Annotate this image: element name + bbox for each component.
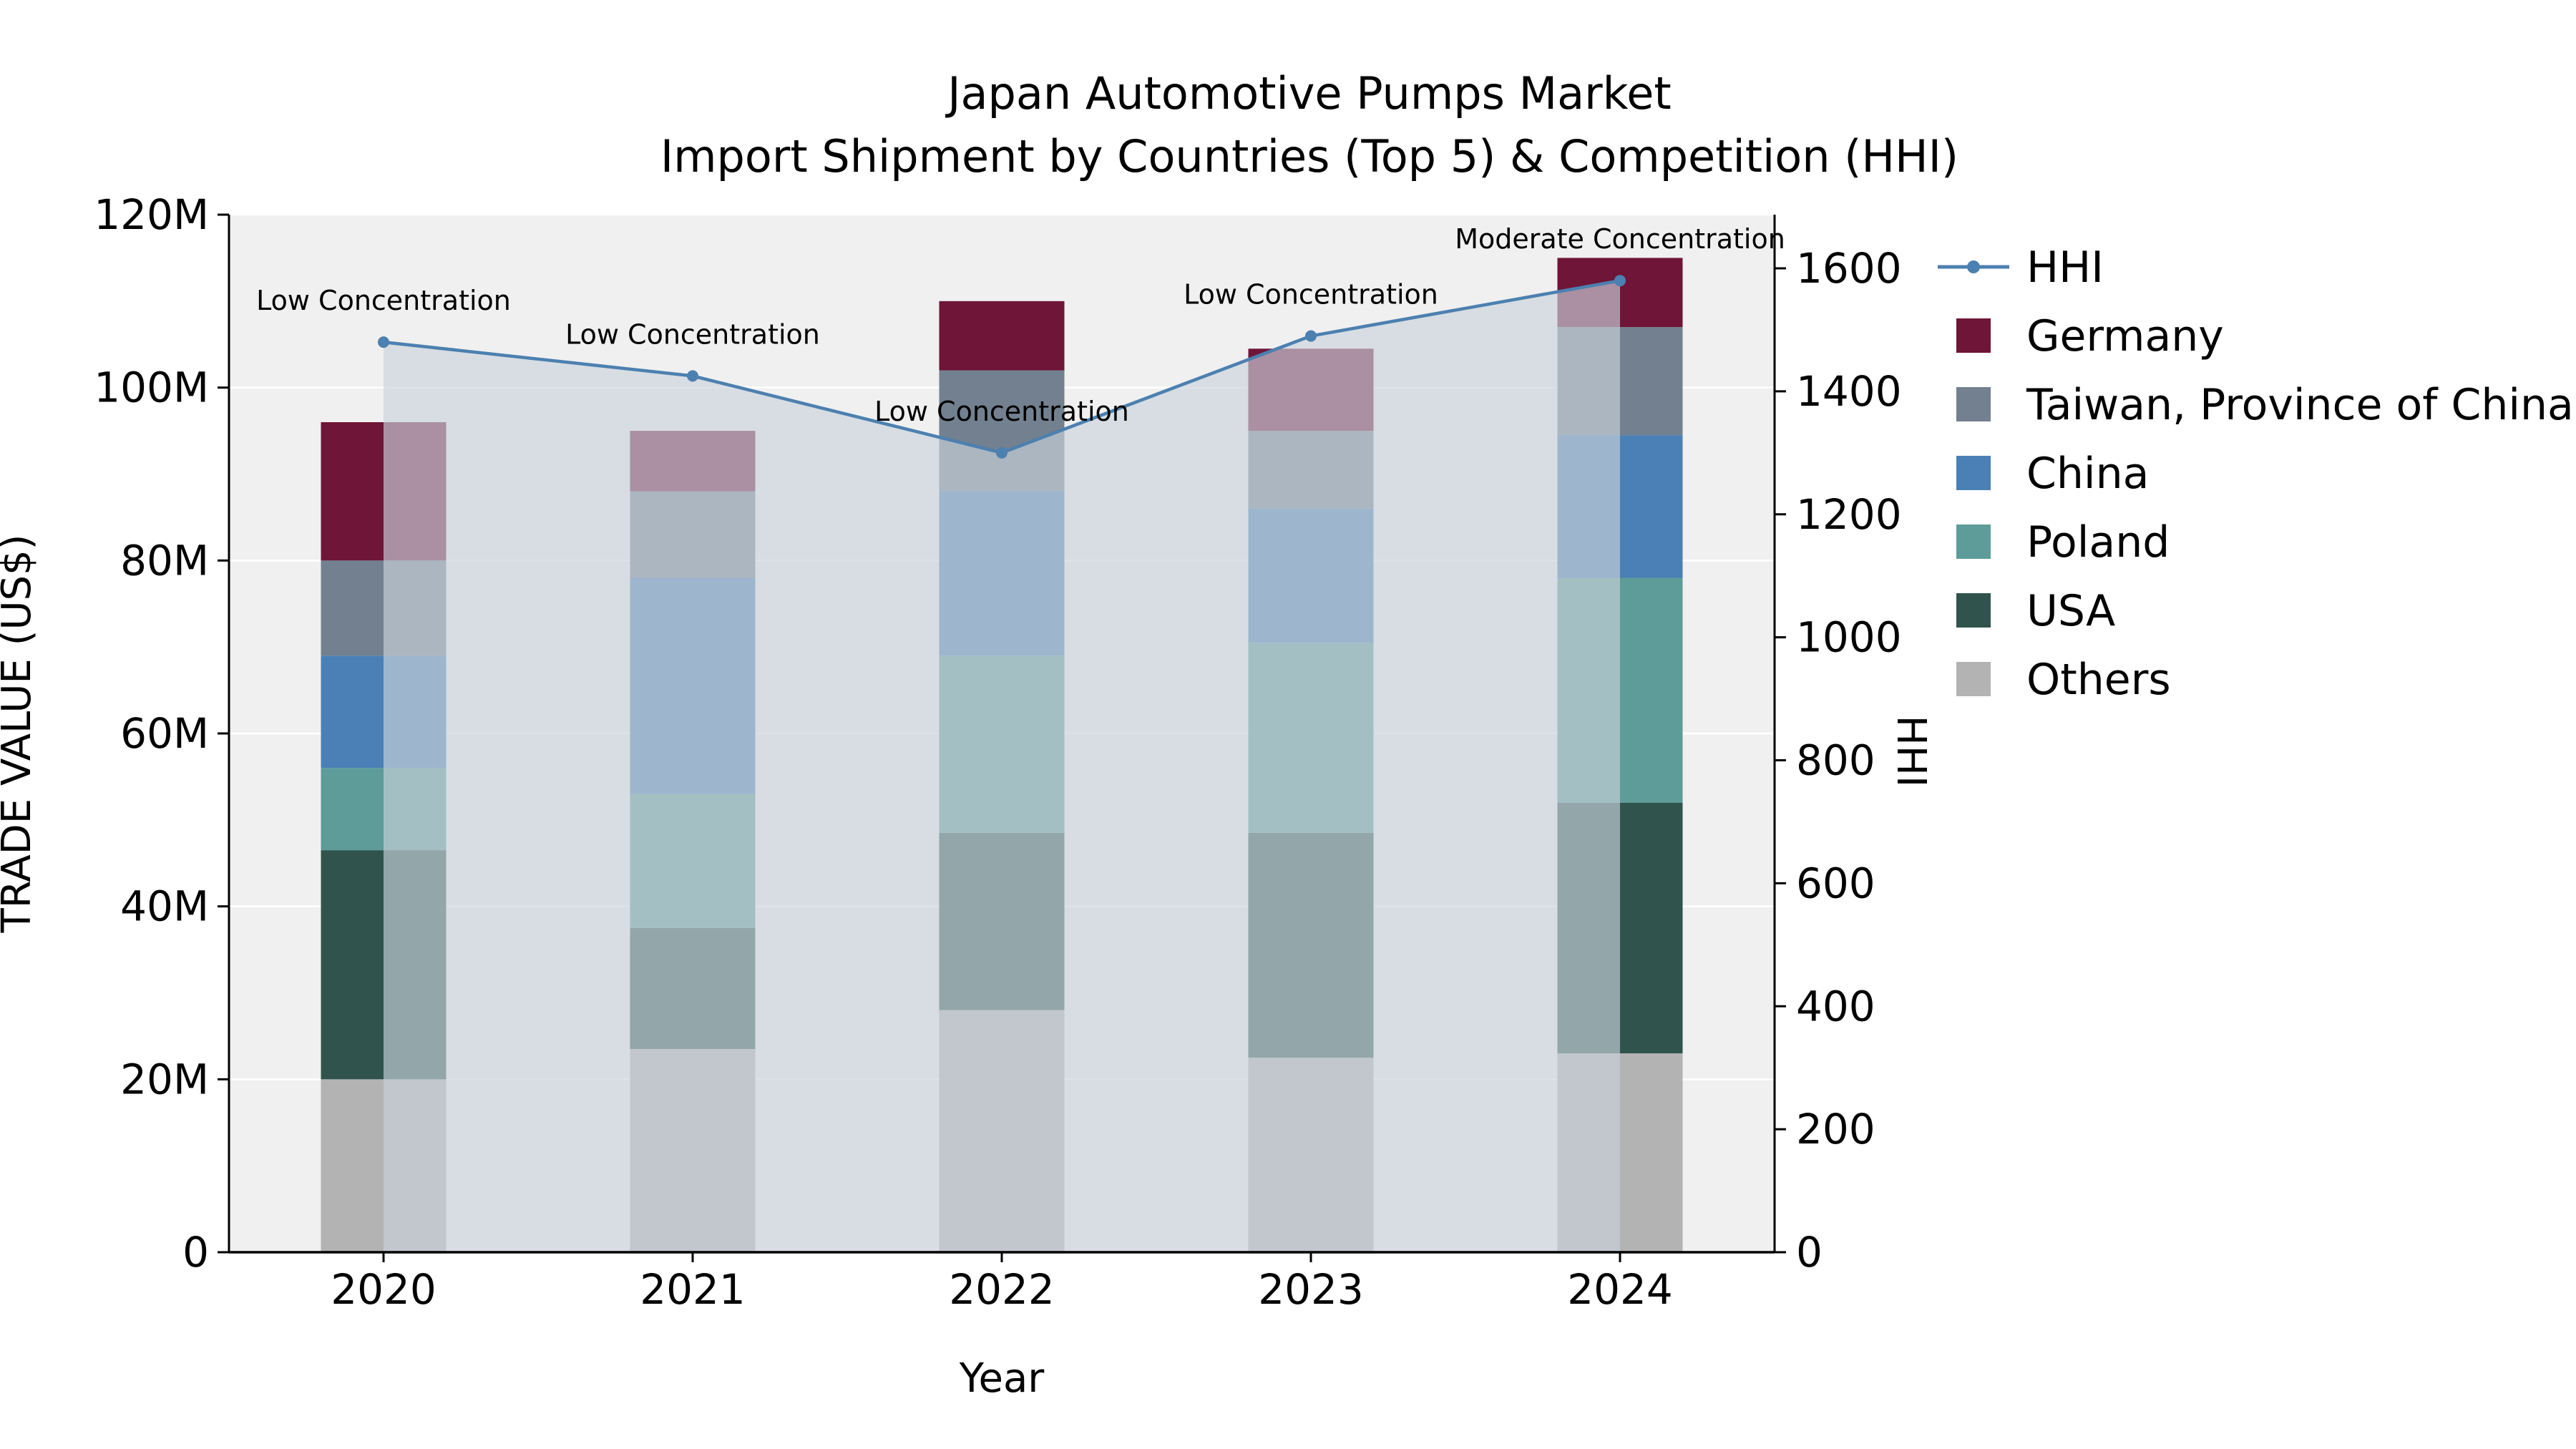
hhi-point-2020 xyxy=(378,336,389,348)
hhi-point-2022 xyxy=(996,447,1008,459)
bar-segment-germany-2022 xyxy=(939,301,1065,371)
legend-swatch-others xyxy=(1956,662,1991,696)
hhi-point-2024 xyxy=(1614,275,1626,287)
hhi-point-2021 xyxy=(687,370,698,382)
left-tick-label: 120M xyxy=(94,190,209,239)
left-tick-label: 20M xyxy=(120,1055,209,1103)
left-tick-label: 40M xyxy=(120,882,209,931)
hhi-annotation-2020: Low Concentration xyxy=(256,285,511,316)
legend-label-taiwan-province-of-china: Taiwan, Province of China xyxy=(2026,380,2574,430)
legend-label-hhi: HHI xyxy=(2026,243,2104,293)
right-axis-title: HHI xyxy=(1888,716,1934,788)
right-tick-label: 1600 xyxy=(1796,244,1902,293)
left-tick-label: 80M xyxy=(120,536,209,585)
x-tick-label-2024: 2024 xyxy=(1567,1265,1673,1314)
hhi-annotation-2021: Low Concentration xyxy=(565,318,820,350)
x-tick-label-2021: 2021 xyxy=(640,1265,746,1314)
hhi-annotation-2023: Low Concentration xyxy=(1184,279,1438,311)
hhi-annotation-2022: Low Concentration xyxy=(874,396,1129,427)
legend-label-germany: Germany xyxy=(2026,311,2224,361)
right-tick-label: 1400 xyxy=(1796,367,1902,416)
legend-swatch-germany xyxy=(1956,318,1991,353)
chart-title-line1: Japan Automotive Pumps Market xyxy=(945,67,1671,119)
hhi-point-2023 xyxy=(1305,330,1317,342)
x-tick-label-2020: 2020 xyxy=(331,1265,436,1314)
right-tick-label: 400 xyxy=(1796,982,1875,1030)
right-tick-label: 0 xyxy=(1796,1228,1823,1277)
legend-swatch-usa xyxy=(1956,593,1991,628)
hhi-area-fill xyxy=(384,280,1620,1252)
left-tick-label: 60M xyxy=(120,709,209,758)
hhi-annotation-2024: Moderate Concentration xyxy=(1455,223,1785,255)
right-tick-label: 600 xyxy=(1796,859,1875,907)
legend-swatch-china xyxy=(1956,456,1991,490)
right-tick-label: 1200 xyxy=(1796,490,1902,539)
right-tick-label: 800 xyxy=(1796,736,1875,785)
legend-label-china: China xyxy=(2026,449,2149,499)
right-tick-label: 1000 xyxy=(1796,613,1902,662)
legend-label-usa: USA xyxy=(2026,586,2115,636)
x-axis-title: Year xyxy=(959,1355,1045,1402)
x-tick-label-2022: 2022 xyxy=(949,1265,1055,1314)
legend-label-others: Others xyxy=(2026,655,2171,705)
chart-title-line2: Import Shipment by Countries (Top 5) & C… xyxy=(660,130,1958,182)
legend-label-poland: Poland xyxy=(2026,517,2170,567)
legend-swatch-poland xyxy=(1956,525,1991,559)
legend-swatch-taiwan-province-of-china xyxy=(1956,387,1991,421)
x-tick-label-2023: 2023 xyxy=(1258,1265,1364,1314)
legend-hhi-marker xyxy=(1967,260,1980,273)
left-tick-label: 0 xyxy=(182,1228,209,1277)
right-tick-label: 200 xyxy=(1796,1105,1875,1153)
left-tick-label: 100M xyxy=(94,364,209,412)
left-axis-title: TRADE VALUE (US$) xyxy=(0,535,40,934)
